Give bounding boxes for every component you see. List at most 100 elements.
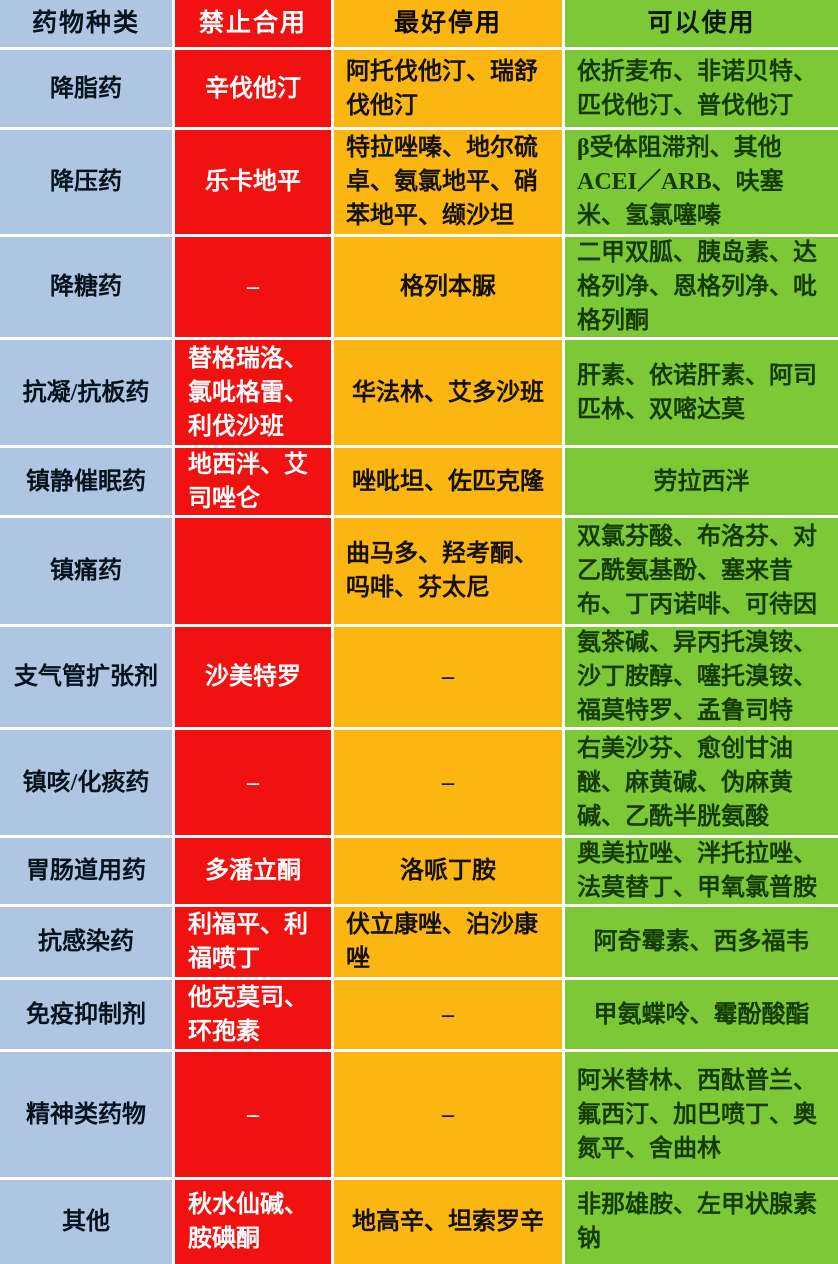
cell-text: – [442,1001,454,1028]
cell-text: 乐卡地平 [205,169,301,195]
cell-best-stop: – [334,980,562,1049]
cell-text: 曲马多、羟考酮、吗啡、芬太尼 [346,541,538,601]
header-text-best-stop: 最好停用 [393,9,502,37]
cell-text: 降压药 [50,169,122,195]
cell-text: 替格瑞洛、氯吡格雷、利伐沙班 [188,345,308,440]
cell-text: 镇静催眠药 [26,468,146,495]
cell-text: 洛哌丁胺 [400,858,496,884]
cell-text: – [247,274,259,300]
cell-category: 降压药 [0,130,172,234]
cell-can-use: 双氯芬酸、布洛芬、对乙酰氨基酚、塞来昔布、丁丙诺啡、可待因 [565,518,838,624]
cell-text: 他克莫司、环孢素 [188,984,308,1045]
cell-text: 胃肠道用药 [26,858,146,884]
cell-text: 劳拉西泮 [653,468,750,495]
cell-can-use: 阿米替林、西酞普兰、氟西汀、加巴喷丁、奥氮平、舍曲林 [565,1052,838,1177]
cell-best-stop: 华法林、艾多沙班 [334,340,562,445]
cell-best-stop: 唑吡坦、佐匹克隆 [334,448,562,515]
cell-text: – [247,769,259,796]
cell-prohibited: – [175,1052,331,1177]
cell-category: 降脂药 [0,50,172,127]
cell-text: 格列本脲 [400,274,496,300]
cell-best-stop: 洛哌丁胺 [334,838,562,904]
cell-text: – [442,664,454,690]
cell-text: 伏立康唑、泊沙康唑 [346,912,538,972]
cell-best-stop: 伏立康唑、泊沙康唑 [334,907,562,977]
cell-can-use: 甲氨蝶呤、霉酚酸酯 [565,980,838,1049]
cell-text: 精神类药物 [26,1101,146,1128]
cell-text: 免疫抑制剂 [26,1001,146,1028]
cell-text: 唑吡坦、佐匹克隆 [352,468,544,495]
cell-text: 沙美特罗 [205,664,301,690]
cell-category: 免疫抑制剂 [0,980,172,1049]
cell-can-use: 劳拉西泮 [565,448,838,515]
cell-prohibited: 地西泮、艾司唑仑 [175,448,331,515]
header-cell-best-stop: 最好停用 [334,0,562,47]
cell-category: 支气管扩张剂 [0,627,172,727]
cell-prohibited: 他克莫司、环孢素 [175,980,331,1049]
cell-text: β受体阻滞剂、其他ACEI／ARB、呋塞米、氢氯噻嗪 [577,135,784,229]
cell-can-use: 氨茶碱、异丙托溴铵、沙丁胺醇、噻托溴铵、福莫特罗、孟鲁司特 [565,627,838,727]
cell-text: 华法林、艾多沙班 [352,379,544,406]
cell-best-stop: 曲马多、羟考酮、吗啡、芬太尼 [334,518,562,624]
cell-can-use: 肝素、依诺肝素、阿司匹林、双嘧达莫 [565,340,838,445]
cell-prohibited: 替格瑞洛、氯吡格雷、利伐沙班 [175,340,331,445]
cell-category: 精神类药物 [0,1052,172,1177]
cell-text: 降糖药 [50,274,122,300]
cell-category: 镇静催眠药 [0,448,172,515]
cell-text: 非那雄胺、左甲状腺素钠 [577,1192,817,1252]
cell-prohibited: 秋水仙碱、胺碘酮 [175,1180,331,1264]
cell-text: 辛伐他汀 [205,75,301,102]
cell-prohibited: 多潘立酮 [175,838,331,904]
cell-text: 阿托伐他汀、瑞舒伐他汀 [346,58,538,119]
cell-prohibited: – [175,237,331,337]
cell-text: – [247,1101,259,1128]
cell-category: 抗感染药 [0,907,172,977]
cell-best-stop: – [334,1052,562,1177]
cell-prohibited: 利福平、利福喷丁 [175,907,331,977]
cell-text: 甲氨蝶呤、霉酚酸酯 [593,1001,810,1028]
cell-text: 多潘立酮 [205,858,301,884]
cell-text: 支气管扩张剂 [14,664,158,690]
cell-prohibited: 沙美特罗 [175,627,331,727]
header-text-can-use: 可以使用 [647,9,756,37]
cell-category: 镇咳/化痰药 [0,730,172,835]
cell-text: 降脂药 [50,75,122,102]
cell-text: 二甲双胍、胰岛素、达格列净、恩格列净、吡格列酮 [577,240,817,334]
cell-can-use: 非那雄胺、左甲状腺素钠 [565,1180,838,1264]
cell-can-use: 二甲双胍、胰岛素、达格列净、恩格列净、吡格列酮 [565,237,838,337]
cell-text: 镇咳/化痰药 [22,769,150,796]
cell-best-stop: – [334,730,562,835]
header-cell-can-use: 可以使用 [565,0,838,47]
cell-text: 抗感染药 [38,929,134,955]
cell-can-use: 依折麦布、非诺贝特、匹伐他汀、普伐他汀 [565,50,838,127]
cell-prohibited: 乐卡地平 [175,130,331,234]
cell-text: 地西泮、艾司唑仑 [188,451,308,512]
cell-text: 双氯芬酸、布洛芬、对乙酰氨基酚、塞来昔布、丁丙诺啡、可待因 [577,524,817,618]
header-cell-category: 药物种类 [0,0,172,47]
header-text-category: 药物种类 [31,9,140,37]
cell-text: 阿米替林、西酞普兰、氟西汀、加巴喷丁、奥氮平、舍曲林 [577,1067,817,1162]
cell-prohibited: 辛伐他汀 [175,50,331,127]
cell-text: 右美沙芬、愈创甘油醚、麻黄碱、伪麻黄碱、乙酰半胱氨酸 [577,735,793,830]
cell-prohibited [175,518,331,624]
cell-text: 奥美拉唑、泮托拉唑、法莫替丁、甲氧氯普胺 [577,841,817,901]
cell-category: 降糖药 [0,237,172,337]
cell-best-stop: 特拉唑嗪、地尔硫卓、氨氯地平、硝苯地平、缬沙坦 [334,130,562,234]
header-cell-prohibited: 禁止合用 [175,0,331,47]
cell-category: 其他 [0,1180,172,1264]
cell-text: – [442,1101,454,1128]
cell-text: 依折麦布、非诺贝特、匹伐他汀、普伐他汀 [577,58,817,119]
cell-can-use: 阿奇霉素、西多福韦 [565,907,838,977]
cell-text: 地高辛、坦索罗辛 [352,1209,544,1235]
cell-category: 镇痛药 [0,518,172,624]
cell-best-stop: – [334,627,562,727]
cell-text: 利福平、利福喷丁 [188,912,308,972]
cell-text: 特拉唑嗪、地尔硫卓、氨氯地平、硝苯地平、缬沙坦 [346,135,538,229]
cell-best-stop: 地高辛、坦索罗辛 [334,1180,562,1264]
cell-text: 氨茶碱、异丙托溴铵、沙丁胺醇、噻托溴铵、福莫特罗、孟鲁司特 [577,630,817,724]
cell-text: – [442,769,454,796]
cell-can-use: β受体阻滞剂、其他ACEI／ARB、呋塞米、氢氯噻嗪 [565,130,838,234]
cell-can-use: 奥美拉唑、泮托拉唑、法莫替丁、甲氧氯普胺 [565,838,838,904]
cell-text: 镇痛药 [50,558,122,584]
cell-best-stop: 阿托伐他汀、瑞舒伐他汀 [334,50,562,127]
